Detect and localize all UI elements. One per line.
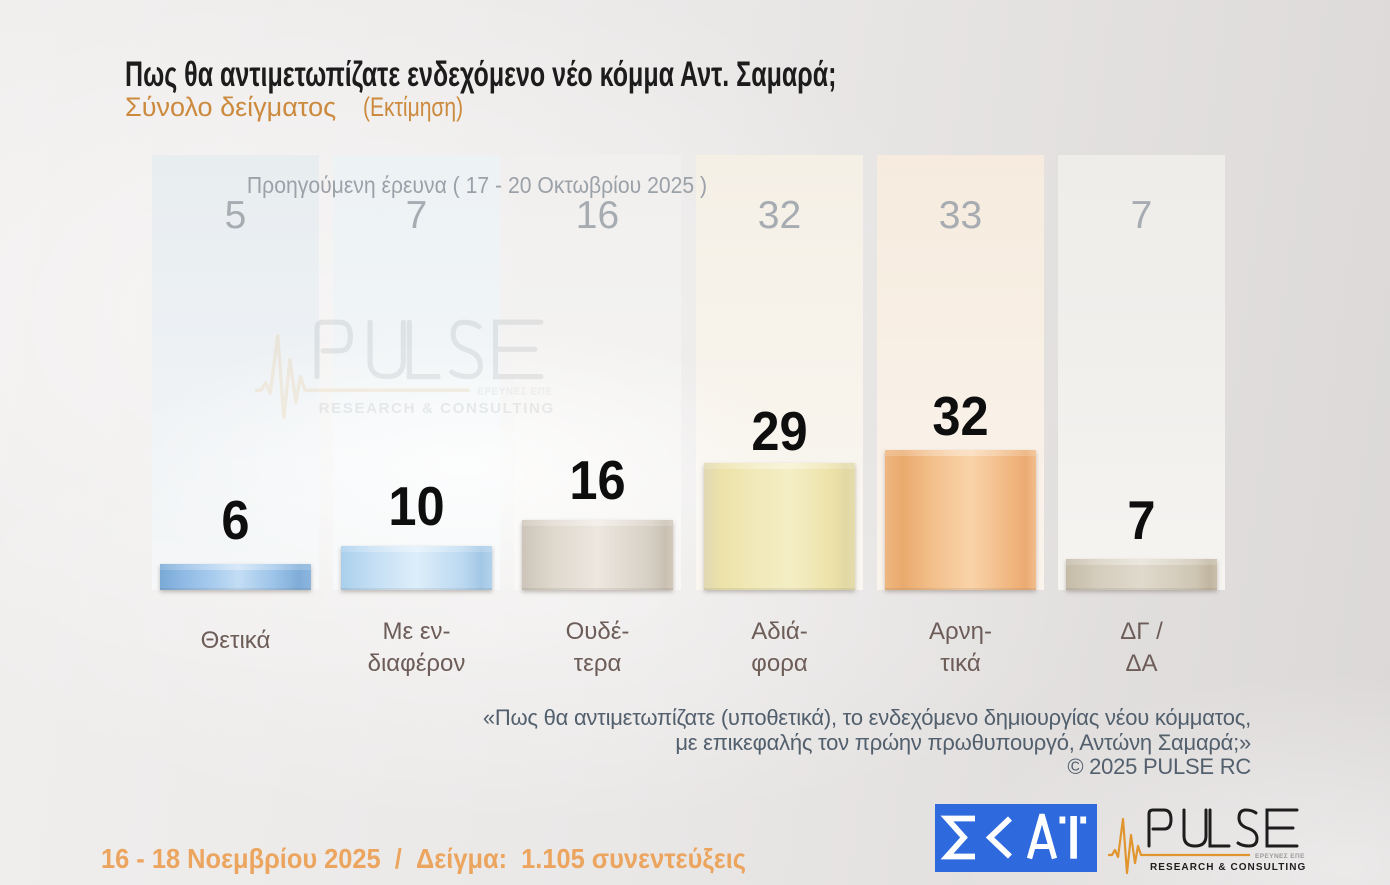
svg-text:ΕΡΕΥΝΕΣ ΕΠΕ: ΕΡΕΥΝΕΣ ΕΠΕ xyxy=(1255,853,1305,860)
svg-text:RESEARCH & CONSULTING: RESEARCH & CONSULTING xyxy=(319,400,553,417)
svg-text:RESEARCH & CONSULTING: RESEARCH & CONSULTING xyxy=(1150,862,1305,873)
svg-text:ΕΡΕΥΝΕΣ ΕΠΕ: ΕΡΕΥΝΕΣ ΕΠΕ xyxy=(477,387,552,398)
